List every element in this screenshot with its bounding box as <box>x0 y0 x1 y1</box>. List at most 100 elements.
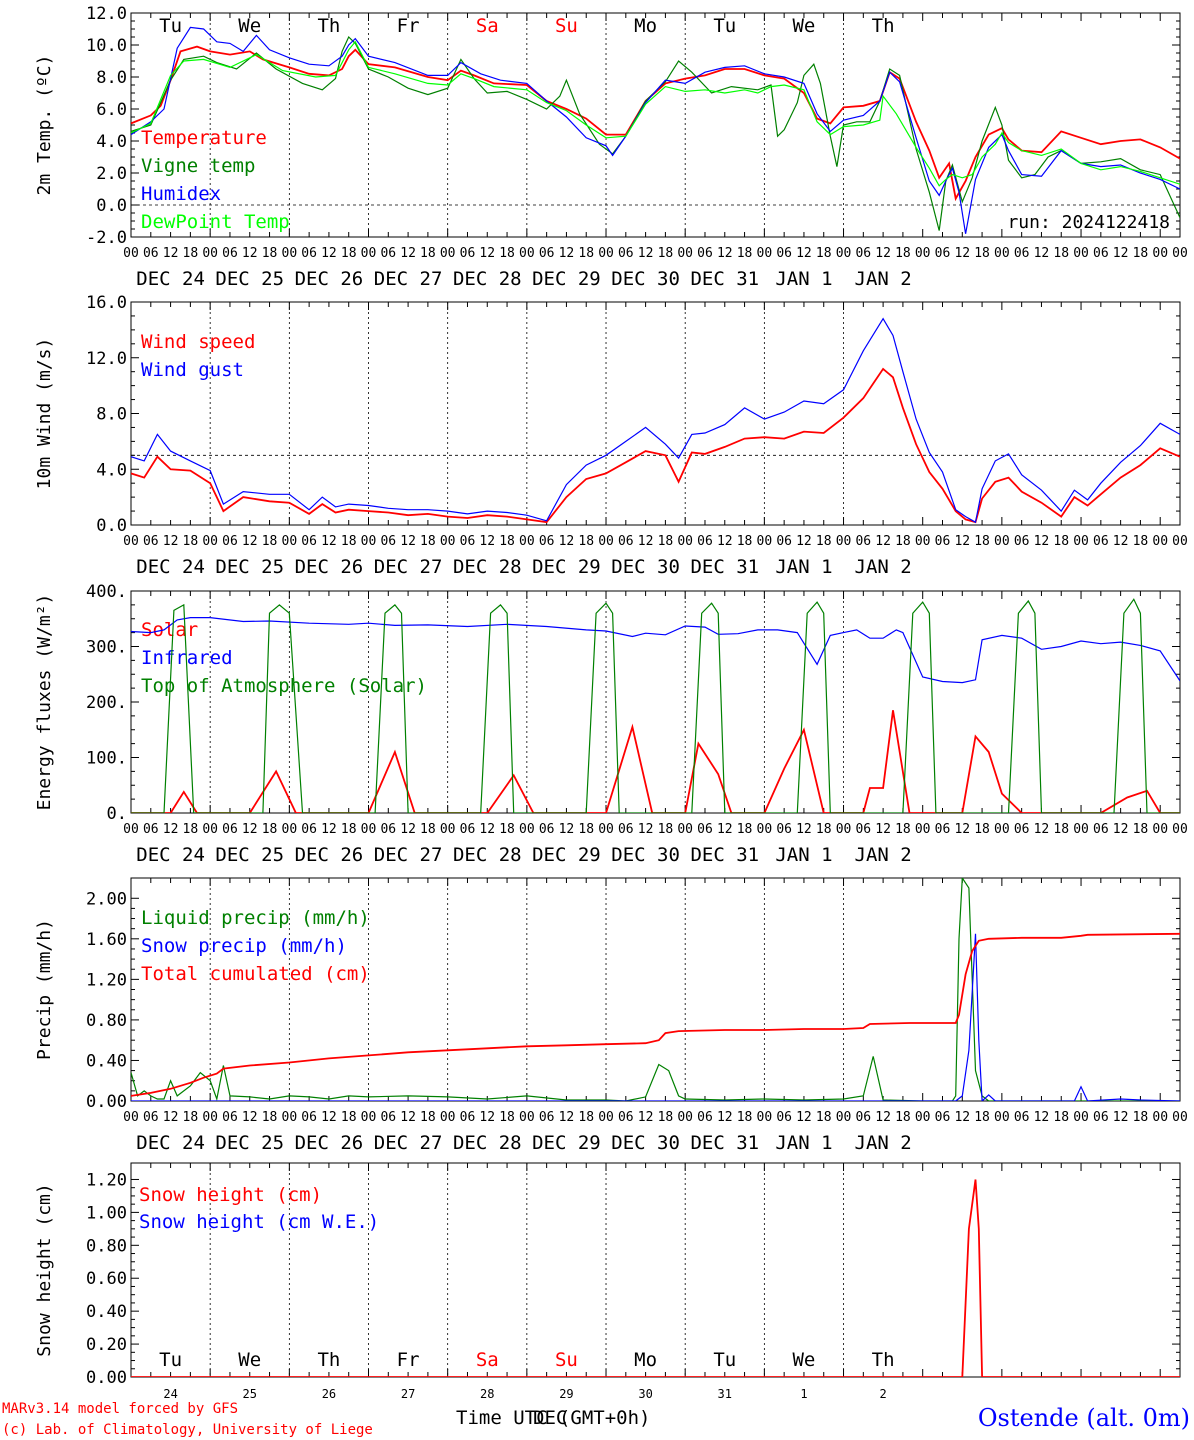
hour-tick-label: 06 <box>143 534 159 549</box>
hour-tick-label: 18 <box>816 1110 832 1125</box>
y-tick-label: 6.0 <box>96 100 127 120</box>
date-label: DEC 26 <box>295 844 364 866</box>
hour-tick-label: 18 <box>895 822 911 837</box>
hour-tick-label: 06 <box>855 822 871 837</box>
legend-entry: Vigne temp <box>141 155 255 177</box>
hour-tick-label: 18 <box>974 246 990 261</box>
y-tick-label: 0.60 <box>86 1269 127 1289</box>
y-tick-label: 2.00 <box>86 889 127 909</box>
y-tick-label: 4.0 <box>96 460 127 480</box>
hour-tick-label: 00 <box>598 534 614 549</box>
hour-tick-label: 06 <box>460 822 476 837</box>
hour-tick-label: 12 <box>242 822 258 837</box>
date-label: DEC 29 <box>532 268 601 290</box>
hour-tick-label: 06 <box>301 1110 317 1125</box>
date-label: DEC 28 <box>453 844 522 866</box>
series-line-dewpoint-temp <box>131 40 1180 187</box>
y-tick-label: 0.00 <box>86 1092 127 1112</box>
hour-tick-label: 06 <box>697 822 713 837</box>
date-label: DEC 27 <box>374 268 443 290</box>
y-tick-label: 1.60 <box>86 930 127 950</box>
hour-tick-label: 00 <box>915 1110 931 1125</box>
legend-entry: Snow height (cm W.E.) <box>139 1211 379 1233</box>
hour-tick-label: 12 <box>479 1110 495 1125</box>
y-tick-label: 0.0 <box>96 516 127 536</box>
day-number-label: 31 <box>718 1387 732 1401</box>
date-label: DEC 28 <box>453 556 522 578</box>
hour-tick-label: 06 <box>1093 822 1109 837</box>
hour-tick-label: 12 <box>638 534 654 549</box>
hour-tick-label: 12 <box>321 1110 337 1125</box>
series-line-snow-height-cm- <box>131 1179 1180 1377</box>
weekday-label: Tu <box>159 15 182 37</box>
hour-tick-label: 18 <box>341 822 357 837</box>
hour-tick-label: 18 <box>578 534 594 549</box>
y-tick-label: 12.0 <box>86 4 127 24</box>
hour-tick-label: 06 <box>855 1110 871 1125</box>
date-label: DEC 29 <box>532 844 601 866</box>
hour-tick-label: 12 <box>163 246 179 261</box>
hour-tick-label: 06 <box>776 822 792 837</box>
hour-tick-label: 06 <box>935 534 951 549</box>
hour-tick-label: 00 <box>123 246 139 261</box>
series-line-wind-speed <box>131 367 1180 524</box>
y-tick-label: 1.20 <box>86 970 127 990</box>
y-tick-label: 10.0 <box>86 36 127 56</box>
plot-frame <box>130 12 1181 238</box>
hour-tick-label: 00 <box>123 534 139 549</box>
date-label: DEC 27 <box>374 844 443 866</box>
hour-tick-label: 06 <box>539 246 555 261</box>
hour-tick-label: 12 <box>796 246 812 261</box>
hour-tick-label: 12 <box>321 822 337 837</box>
hour-tick-label: 06 <box>1093 246 1109 261</box>
hour-tick-label: 00 <box>1172 534 1188 549</box>
hour-tick-label: 06 <box>855 246 871 261</box>
hour-tick-label: 12 <box>717 246 733 261</box>
weekday-label: Sa <box>476 1349 499 1371</box>
hour-tick-label: 12 <box>321 246 337 261</box>
hour-tick-label: 00 <box>519 822 535 837</box>
hour-tick-label: 18 <box>658 822 674 837</box>
hour-tick-label: 00 <box>440 1110 456 1125</box>
hour-tick-label: 12 <box>796 1110 812 1125</box>
lab-credit: (c) Lab. of Climatology, University of L… <box>2 1422 373 1438</box>
hour-tick-label: 06 <box>539 534 555 549</box>
hour-tick-label: 06 <box>222 246 238 261</box>
y-tick-label: 0.40 <box>86 1051 127 1071</box>
hour-tick-label: 12 <box>638 822 654 837</box>
y-tick-label: 400. <box>86 582 127 602</box>
y-tick-label: 8.0 <box>96 68 127 88</box>
hour-tick-label: 12 <box>479 534 495 549</box>
hour-tick-label: 12 <box>1034 534 1050 549</box>
hour-tick-label: 00 <box>282 822 298 837</box>
hour-tick-label: 18 <box>183 246 199 261</box>
hour-tick-label: 00 <box>836 534 852 549</box>
hour-tick-label: 18 <box>1053 534 1069 549</box>
y-tick-label: 0.80 <box>86 1011 127 1031</box>
hour-tick-label: 12 <box>717 534 733 549</box>
hour-tick-label: 12 <box>875 246 891 261</box>
hour-tick-label: 06 <box>776 534 792 549</box>
hour-tick-label: 06 <box>380 246 396 261</box>
hour-tick-label: 18 <box>578 822 594 837</box>
hour-tick-label: 18 <box>737 822 753 837</box>
hour-tick-label: 00 <box>202 534 218 549</box>
date-label: DEC 25 <box>215 268 284 290</box>
weekday-label: Su <box>555 15 578 37</box>
day-number-label: 30 <box>638 1387 652 1401</box>
hour-tick-label: 00 <box>1152 246 1168 261</box>
hour-tick-label: 00 <box>915 246 931 261</box>
hour-tick-label: 12 <box>1034 1110 1050 1125</box>
hour-tick-label: 00 <box>282 1110 298 1125</box>
weekday-label: Tu <box>713 15 736 37</box>
hour-tick-label: 00 <box>677 1110 693 1125</box>
hour-tick-label: 06 <box>618 534 634 549</box>
hour-tick-label: 06 <box>1093 534 1109 549</box>
hour-tick-label: 00 <box>994 1110 1010 1125</box>
series-line-infrared <box>131 617 1180 684</box>
y-axis-label: 2m Temp. (ºC) <box>34 55 55 196</box>
hour-tick-label: 12 <box>717 822 733 837</box>
series-line-vigne-temp <box>131 35 1180 231</box>
